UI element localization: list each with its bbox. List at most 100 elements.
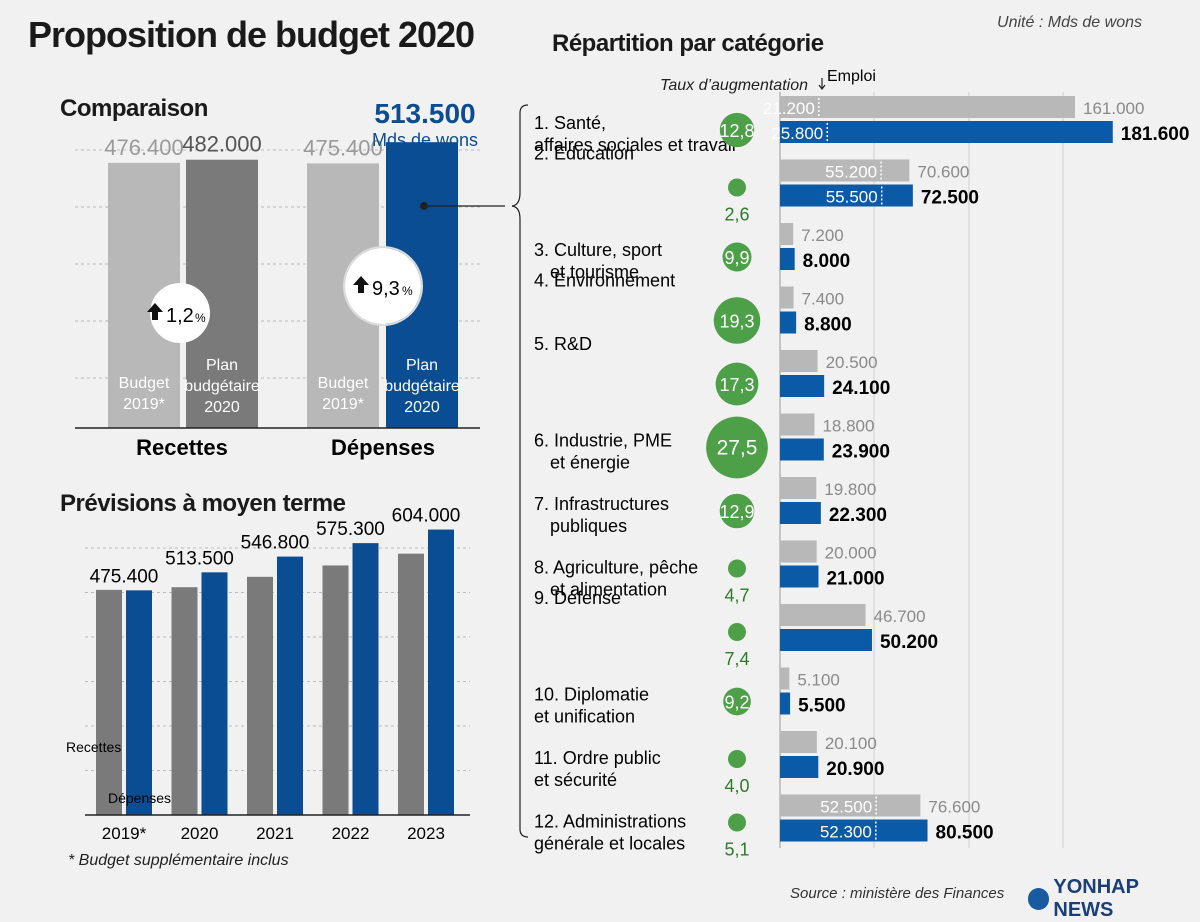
comparison-bar-label: budgétaire (184, 378, 260, 395)
value-2020: 22.300 (829, 505, 887, 526)
forecast-value-label: 575.300 (316, 519, 385, 540)
comparison-bar-label: 2020 (204, 399, 240, 416)
value-2019: 20.000 (825, 544, 877, 563)
forecast-chart: 475.400 2019* 513.500 2020 546.800 2021 575.30… (66, 506, 470, 843)
value-2020: 24.100 (832, 378, 890, 399)
forecast-bar-recettes (96, 589, 122, 815)
categories-heading: Répartition par catégorie (552, 30, 824, 57)
increase-badge (345, 248, 421, 324)
comparison-bar-label: budgétaire (384, 378, 460, 395)
category-label: 9. Défense (534, 588, 621, 608)
bar-2019 (780, 413, 815, 436)
bar-2019 (780, 604, 866, 626)
unit-label: Unité : Mds de wons (997, 14, 1142, 31)
bar-2019 (780, 477, 817, 499)
logo-icon (1028, 888, 1050, 910)
percent-label: % (402, 284, 413, 298)
comparison-bar-label: Budget (119, 375, 170, 392)
rate-circle (728, 178, 746, 197)
bar-2020 (780, 692, 791, 715)
forecast-bar-depenses (352, 543, 379, 815)
rate-circle (722, 242, 752, 272)
rate-circle (728, 559, 746, 578)
increase-label: 9,3 (372, 278, 400, 300)
comparison-chart: 476.400 Budget 2019* 482.000 Plan budgétaire 2… (75, 98, 505, 460)
rate-circle (728, 750, 746, 768)
rate-label: 2,6 (724, 205, 749, 225)
comparison-heading: Comparaison (60, 95, 208, 122)
category-label: et sécurité (534, 770, 617, 790)
value-2019: 7.400 (802, 290, 845, 309)
category-label: 10. Diplomatie (534, 685, 649, 705)
value-2020: 8.000 (803, 251, 851, 272)
increase-badge-ring (343, 246, 423, 326)
forecast-heading: Prévisions à moyen terme (60, 490, 346, 517)
value-2019: 20.100 (825, 734, 877, 753)
value-2020: 5.500 (798, 696, 846, 717)
forecast-bar-depenses (277, 556, 303, 815)
category-chart: Taux d’augmentation Emploi 1. Santé,affair… (511, 68, 1189, 860)
rate-label: 19,3 (719, 312, 754, 332)
forecast-year-label: 2020 (181, 824, 219, 843)
value-2020: 72.500 (921, 188, 979, 209)
rate-label: 5,1 (724, 840, 749, 860)
category-label: et tourisme (550, 262, 639, 282)
rate-label: 4,0 (724, 776, 749, 796)
value-2019: 7.200 (801, 226, 844, 245)
bar-2019 (780, 350, 818, 372)
value-2019: 46.700 (874, 607, 926, 626)
forecast-year-label: 2022 (332, 824, 370, 843)
value-2019: 20.500 (826, 353, 878, 372)
rate-label: 4,7 (724, 586, 749, 606)
bar-2019 (780, 286, 794, 309)
forecast-year-label: 2021 (256, 824, 294, 843)
bar-2020 (780, 629, 872, 651)
value-2019: 5.100 (797, 671, 840, 690)
bar-2019 (780, 159, 910, 182)
forecast-value-label: 604.000 (392, 506, 461, 527)
emploi-label: 52.300 (820, 823, 872, 842)
page-title: Proposition de budget 2020 (28, 14, 475, 55)
category-label: et alimentation (550, 580, 667, 600)
rate-label: 9,2 (724, 693, 749, 713)
category-label: 8. Agriculture, pêche (534, 558, 698, 578)
rate-header: Taux d’augmentation (660, 77, 808, 94)
forecast-bar-depenses (126, 590, 152, 815)
increase-label: 1,2 (166, 305, 194, 327)
forecast-bar-recettes (171, 587, 198, 815)
rate-label: 7,4 (724, 649, 749, 669)
arrow-up-icon (147, 303, 163, 320)
forecast-bar-recettes (247, 576, 273, 815)
bar-2020 (780, 819, 928, 842)
arrow-up-icon (353, 276, 369, 293)
comparison-bar-label: 2019* (322, 396, 364, 413)
category-label: publiques (550, 516, 627, 536)
rate-circle (706, 416, 768, 479)
comparison-value-label: 475.400 (303, 135, 383, 160)
increase-badge (150, 283, 210, 343)
forecast-value-label: 475.400 (90, 566, 159, 587)
rate-circle (719, 112, 755, 148)
source-label: Source : ministère des Finances (790, 885, 1005, 902)
bar-2020 (780, 311, 797, 334)
value-2019: 18.800 (822, 417, 874, 436)
forecast-bar-depenses (428, 529, 454, 815)
category-label: 11. Ordre public (534, 748, 661, 768)
comparison-group-label: Recettes (136, 435, 228, 460)
value-2019: 70.600 (917, 163, 969, 182)
headline-value: 513.500 (374, 98, 475, 129)
category-label: 6. Industrie, PME (534, 431, 672, 451)
emploi-label: 21.200 (763, 99, 815, 118)
rate-label: 12,8 (719, 121, 754, 141)
bar-2020 (780, 502, 821, 524)
bar-2019 (780, 667, 790, 690)
emploi-label: 55.200 (825, 163, 877, 182)
value-2020: 21.000 (826, 569, 884, 590)
emploi-label: 25.800 (771, 124, 823, 143)
bar-2019 (780, 96, 1076, 118)
emploi-label: 55.500 (826, 188, 878, 207)
forecast-bar-recettes (322, 565, 349, 815)
value-2020: 23.900 (832, 442, 890, 463)
emploi-arrow-icon (818, 78, 826, 90)
